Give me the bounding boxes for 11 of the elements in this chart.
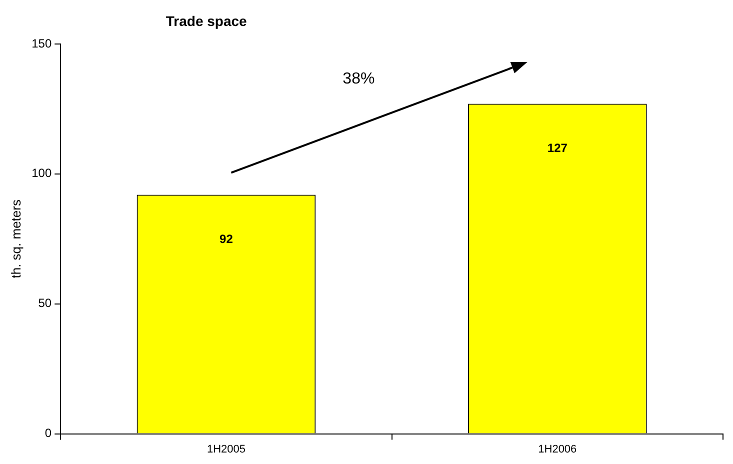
y-tick-label: 50 <box>38 296 52 310</box>
y-tick-label: 150 <box>32 36 52 50</box>
y-tick-label: 0 <box>44 426 52 440</box>
chart-title: Trade space <box>166 13 248 29</box>
y-axis-title: th. sq. meters <box>8 199 24 278</box>
x-tick-label: 1H2005 <box>206 443 246 456</box>
annotation: 38% <box>342 70 375 88</box>
y-tick-label: 100 <box>32 166 52 180</box>
data-label: 92 <box>220 232 234 246</box>
x-tick-label: 1H2006 <box>538 443 577 456</box>
data-label: 127 <box>547 141 568 156</box>
